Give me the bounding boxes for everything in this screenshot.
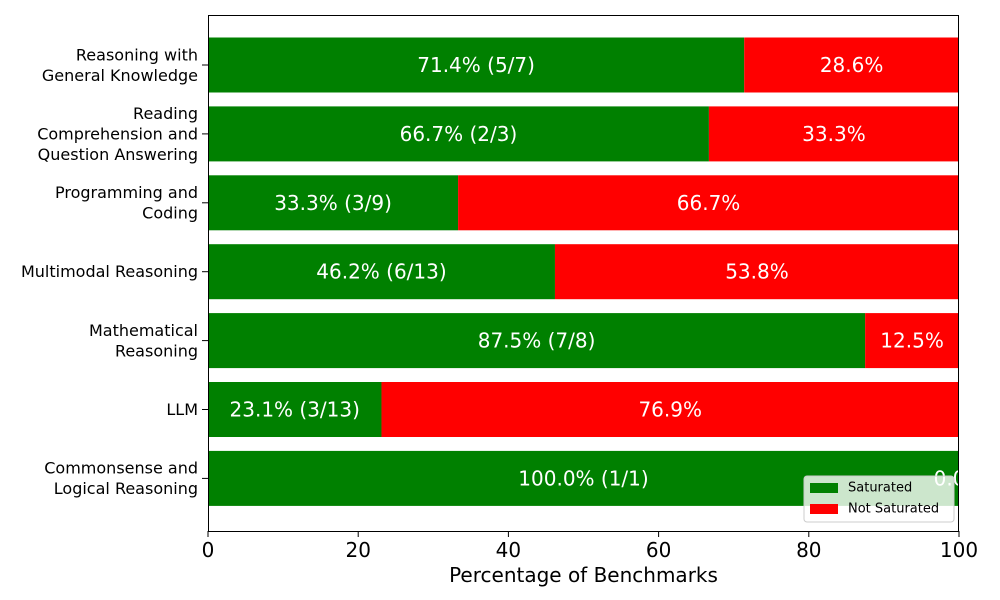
saturated-label-0: 71.4% (5/7) [417, 53, 535, 77]
legend-label-1: Not Saturated [848, 502, 939, 517]
category-label-5: LLM [166, 400, 198, 419]
x-tick-label: 80 [796, 538, 821, 562]
plot-frame [208, 15, 959, 532]
saturated-bar-5 [208, 382, 382, 437]
legend-box [803, 475, 955, 523]
category-label-4: Mathematical Reasoning [89, 321, 198, 361]
not-saturated-label-1: 33.3% [802, 122, 866, 146]
x-axis: 0 20 40 60 80 100 [202, 531, 978, 562]
saturated-label-3: 46.2% (6/13) [316, 260, 446, 284]
category-label-2: Programming and Coding [55, 183, 198, 223]
legend-label-0: Saturated [848, 481, 912, 496]
not-saturated-label-0: 28.6% [820, 53, 884, 77]
not-saturated-bar-5 [381, 382, 959, 437]
x-tick-label: 20 [345, 538, 370, 562]
x-tick-label: 40 [496, 538, 521, 562]
saturated-bar-0 [208, 37, 745, 93]
saturated-bar-2 [208, 175, 459, 231]
category-label-1: Reading Comprehension and Question Answeri… [37, 104, 198, 164]
not-saturated-bar-0 [744, 37, 959, 93]
saturated-bar-1 [208, 106, 709, 162]
not-saturated-bar-4 [865, 313, 959, 369]
legend: Saturated Not Saturated [803, 475, 955, 523]
y-axis: Reasoning with General Knowledge Reading Co… [21, 45, 208, 498]
not-saturated-bar-2 [458, 175, 959, 231]
category-label-3: Multimodal Reasoning [21, 262, 198, 281]
bar-labels: 71.4% (5/7) 28.6% 66.7% (2/3) 33.3% 33.3% (3… [230, 53, 959, 490]
legend-swatch-0 [810, 483, 838, 493]
category-label-6: Commonsense and Logical Reasoning [44, 459, 198, 499]
x-tick-label: 0 [202, 538, 215, 562]
saturated-label-4: 87.5% (7/8) [478, 329, 596, 353]
x-tick-label: 60 [646, 538, 671, 562]
saturated-label-6: 100.0% (1/1) [518, 466, 648, 490]
saturated-label-5: 23.1% (3/13) [230, 398, 360, 422]
not-saturated-bar-1 [708, 106, 959, 162]
saturated-label-2: 33.3% (3/9) [274, 191, 392, 215]
saturated-label-1: 66.7% (2/3) [400, 122, 518, 146]
x-axis-title: Percentage of Benchmarks [449, 563, 718, 587]
not-saturated-label-5: 76.9% [638, 398, 702, 422]
not-saturated-bar-3 [554, 244, 959, 300]
not-saturated-label-2: 66.7% [677, 191, 741, 215]
x-tick-label: 100 [940, 538, 978, 562]
saturated-bar-4 [208, 313, 866, 369]
category-label-0: Reasoning with General Knowledge [42, 45, 198, 85]
legend-swatch-1 [810, 504, 838, 514]
saturated-bar-3 [208, 244, 555, 300]
not-saturated-label-4: 12.5% [880, 329, 944, 353]
not-saturated-label-3: 53.8% [725, 260, 789, 284]
bars-layer: 71.4% (5/7) 28.6% 66.7% (2/3) 33.3% 33.3% (3… [208, 37, 959, 506]
